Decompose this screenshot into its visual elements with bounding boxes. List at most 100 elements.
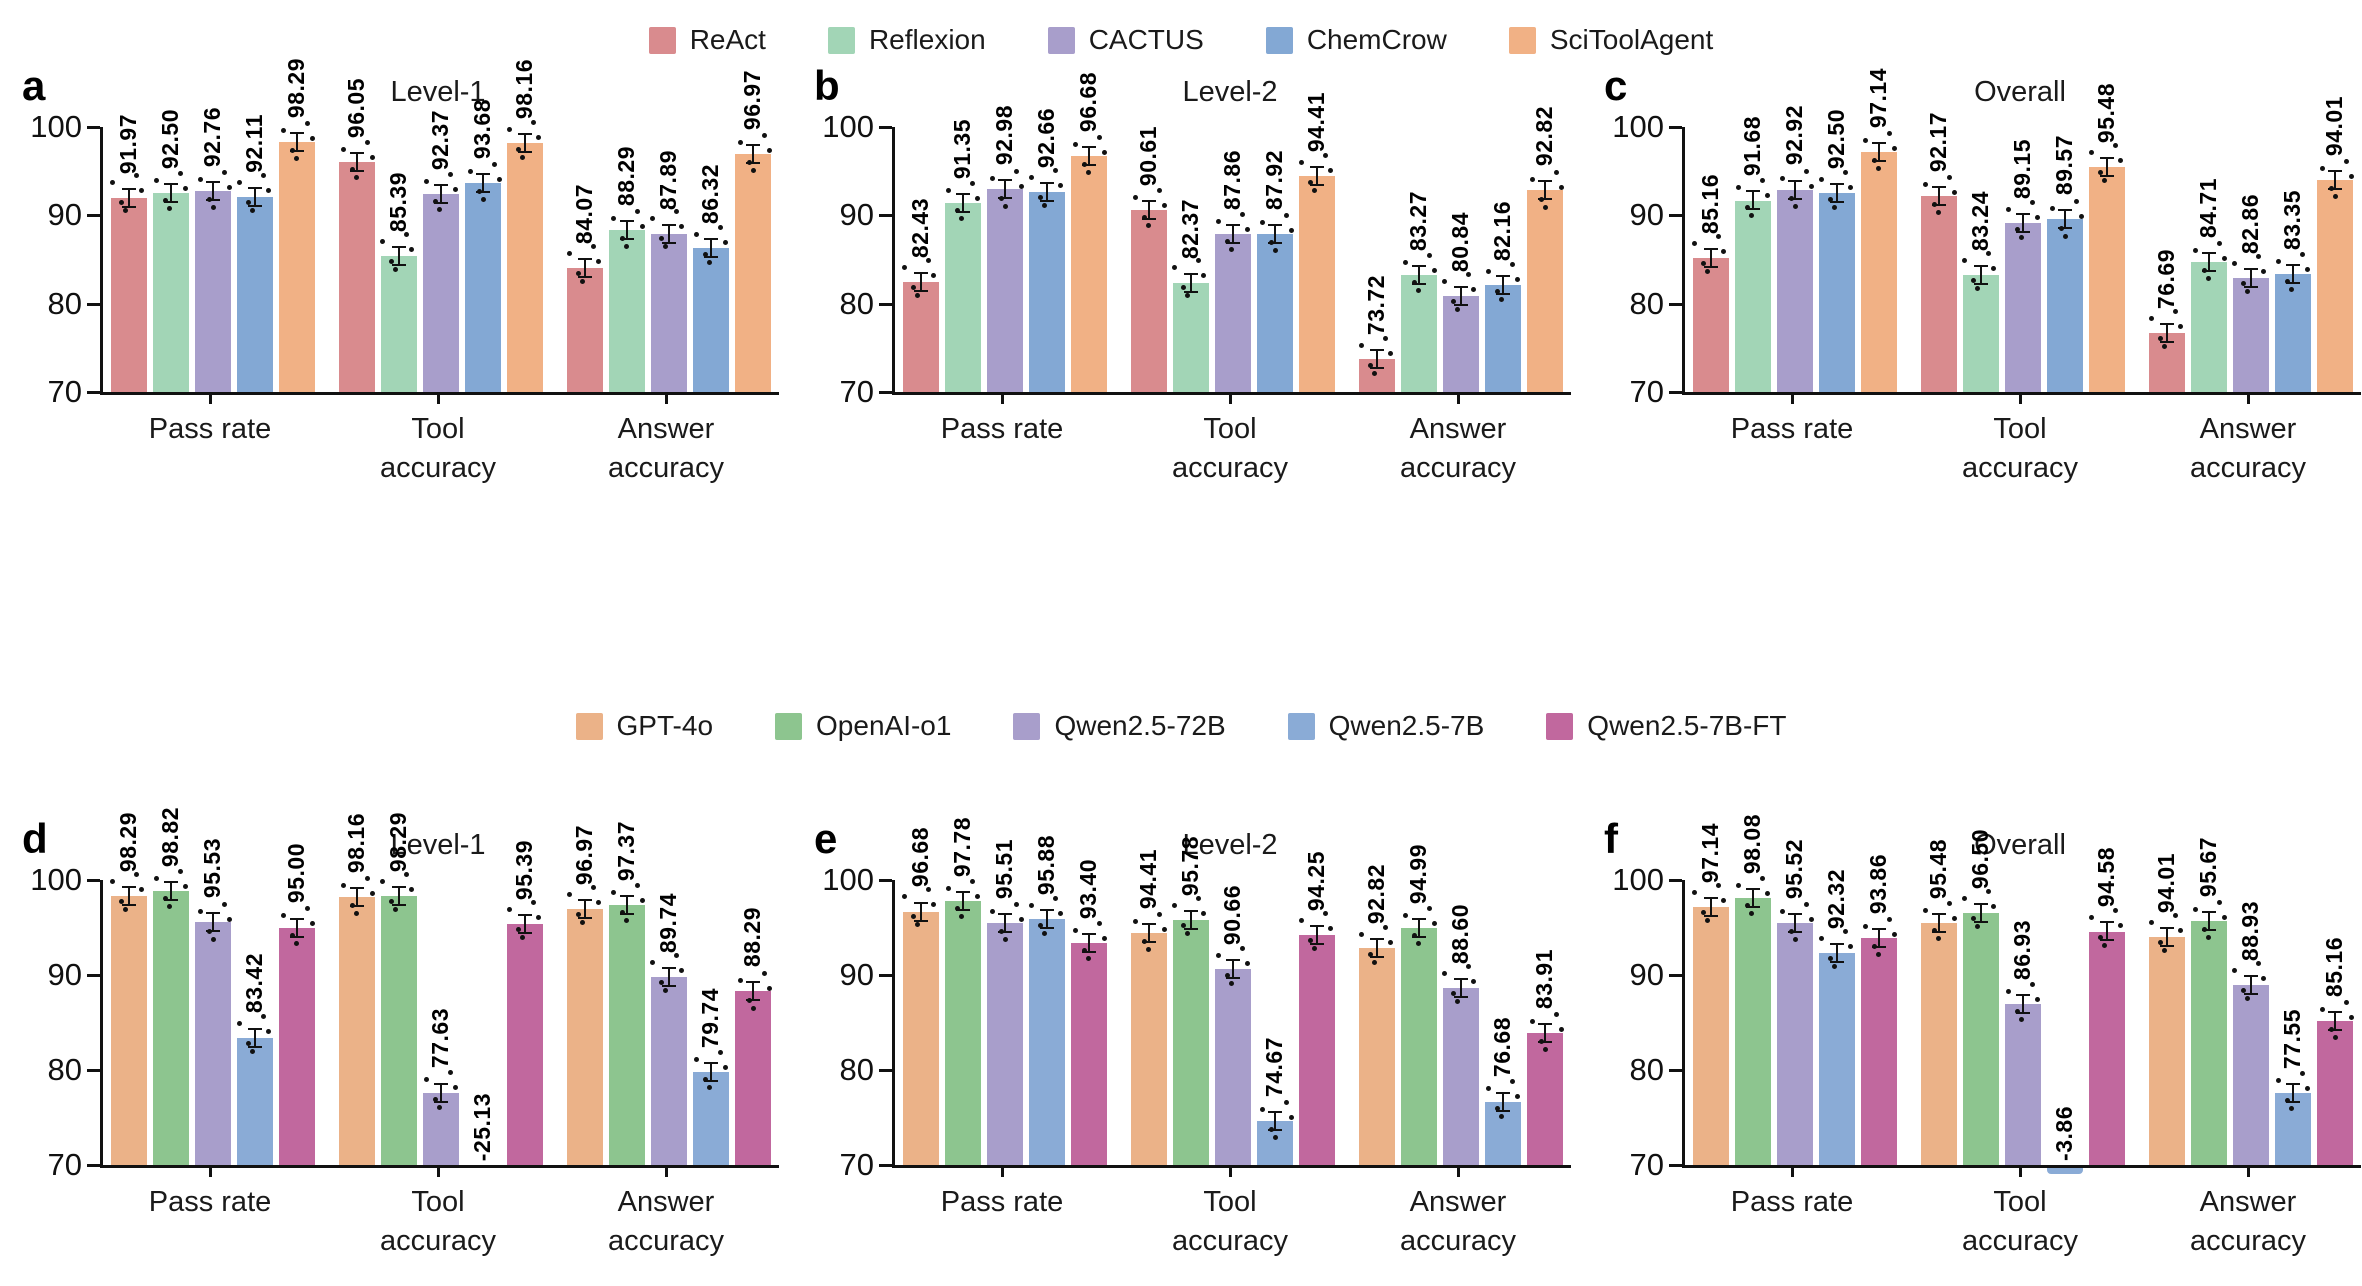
y-axis-tick-label: 80 xyxy=(47,1052,82,1087)
value-label-qwen2-5-72b-answer-accuracy: 88.60 xyxy=(1447,904,1473,965)
bar-qwen2-5-7b-ft-answer-accuracy xyxy=(735,991,771,1165)
scatter-dot xyxy=(1431,268,1437,274)
legend-item-scitoolagent: SciToolAgent xyxy=(1508,24,1713,56)
error-bar-cactus-tool-accuracy xyxy=(2022,213,2024,232)
scatter-dot xyxy=(280,913,286,918)
x-axis-label-line: Answer xyxy=(617,1186,715,1218)
value-label-gpt-4o-pass-rate: 98.29 xyxy=(115,812,141,873)
x-axis-label-line: Answer xyxy=(1409,413,1507,445)
error-bar-cap xyxy=(2016,1012,2030,1015)
x-axis-label-pass-rate: Pass rate xyxy=(862,1183,1142,1222)
panel-letter-e: e xyxy=(814,815,838,862)
value-label-reflexion-tool-accuracy: 85.39 xyxy=(385,172,411,233)
scatter-dot xyxy=(958,215,964,221)
scatter-dot xyxy=(340,147,346,153)
error-bar-reflexion-answer-accuracy xyxy=(2208,253,2210,272)
scatter-dot xyxy=(1259,1107,1265,1113)
error-bar-cap xyxy=(1788,930,1802,933)
error-bar-cap xyxy=(1040,181,1054,184)
scatter-dot xyxy=(1081,948,1087,954)
error-bar-reflexion-answer-accuracy xyxy=(1418,265,1420,284)
scatter-dot xyxy=(432,1097,438,1102)
scatter-dot xyxy=(1358,342,1364,348)
y-axis-tick-label: 80 xyxy=(839,285,874,321)
x-axis-label-pass-rate: Pass rate xyxy=(1652,410,1932,449)
error-bar-cap xyxy=(1370,367,1384,370)
scatter-dot xyxy=(2304,266,2310,272)
y-axis-tick xyxy=(87,879,100,882)
value-label-qwen2-5-7b-answer-accuracy: 79.74 xyxy=(697,988,723,1049)
scatter-dot xyxy=(197,908,203,914)
error-bar-cap xyxy=(1746,906,1760,909)
scatter-dot xyxy=(1411,280,1417,286)
error-bar-cap xyxy=(1370,938,1384,941)
scatter-dot xyxy=(226,185,232,191)
bar-qwen2-5-7b-pass-rate xyxy=(237,1037,273,1165)
scatter-dot xyxy=(1779,909,1785,915)
scatter-dot xyxy=(392,906,398,912)
bar-qwen2-5-72b-tool-accuracy xyxy=(423,1092,459,1165)
x-axis-label-line: Pass rate xyxy=(148,1186,272,1218)
scatter-dot xyxy=(197,177,203,183)
y-axis-tick xyxy=(879,302,892,306)
error-bar-cap xyxy=(1454,286,1468,289)
value-label-react-tool-accuracy: 92.17 xyxy=(1925,112,1951,173)
bar-qwen2-5-7b-pass-rate xyxy=(1029,919,1065,1165)
bar-cactus-pass-rate xyxy=(987,189,1023,392)
value-label-cactus-pass-rate: 92.98 xyxy=(991,104,1017,166)
error-bar-cap xyxy=(1454,996,1468,999)
scatter-dot xyxy=(530,900,536,906)
scatter-dot xyxy=(1085,956,1091,962)
bar-scitoolagent-pass-rate xyxy=(1861,152,1897,392)
scatter-dot xyxy=(1215,218,1221,224)
legend-label-qwen2-5-7b: Qwen2.5-7B xyxy=(1328,710,1485,741)
x-axis-tick-pass-rate xyxy=(1790,394,1794,404)
error-bar-openai-o1-answer-accuracy xyxy=(626,895,628,914)
scatter-dot xyxy=(1156,188,1162,194)
bar-qwen2-5-7b-ft-tool-accuracy xyxy=(1299,934,1335,1165)
scatter-dot xyxy=(673,209,679,215)
error-bar-qwen2-5-7b-pass-rate xyxy=(254,1028,256,1047)
error-bar-cap xyxy=(290,132,304,135)
scatter-dot xyxy=(1132,195,1138,201)
x-axis-label-answer-accuracy: Answer accuracy xyxy=(526,410,806,488)
error-bar-openai-o1-tool-accuracy xyxy=(398,887,400,906)
error-bar-cap xyxy=(2100,156,2114,159)
panel-d: d Level-1 100 90 80 70 98.29 98.16 96.97 98.82 98.… xyxy=(8,807,780,1286)
scatter-dot xyxy=(2231,967,2237,973)
scatter-dot xyxy=(265,188,271,194)
bar-openai-o1-answer-accuracy xyxy=(609,905,645,1165)
error-bar-cap xyxy=(1830,960,1844,963)
value-label-qwen2-5-72b-pass-rate: 95.51 xyxy=(991,838,1017,899)
scatter-dot xyxy=(138,886,144,892)
scatter-dot xyxy=(974,893,980,899)
error-bar-cap xyxy=(1974,921,1988,924)
x-axis-label-tool-accuracy: Tool accuracy xyxy=(1090,410,1370,488)
scatter-dot xyxy=(2205,934,2211,940)
scatter-dot xyxy=(693,232,699,238)
error-bar-cap xyxy=(2160,926,2174,929)
error-bar-cap xyxy=(1932,912,1946,915)
error-bar-cap xyxy=(1370,349,1384,352)
x-axis-label-pass-rate: Pass rate xyxy=(1652,1183,1932,1222)
bar-qwen2-5-7b-ft-tool-accuracy xyxy=(2089,931,2125,1165)
error-bar-chemcrow-tool-accuracy xyxy=(2064,210,2066,229)
scatter-dot xyxy=(1228,246,1234,252)
scatter-dot xyxy=(590,885,596,891)
scatter-dot xyxy=(280,127,286,133)
error-bar-qwen2-5-7b-ft-answer-accuracy xyxy=(752,982,754,1001)
error-bar-cap xyxy=(434,1082,448,1085)
panel-letter-a: a xyxy=(22,62,46,109)
bar-chemcrow-tool-accuracy xyxy=(2047,219,2083,392)
bar-qwen2-5-7b-ft-answer-accuracy xyxy=(1527,1032,1563,1165)
scatter-dot xyxy=(1509,1079,1515,1085)
error-bar-cap xyxy=(434,184,448,187)
error-bar-qwen2-5-7b-ft-pass-rate xyxy=(1088,933,1090,952)
error-bar-cap xyxy=(2160,340,2174,343)
error-bar-cactus-pass-rate xyxy=(1794,180,1796,199)
x-axis-label-line: Tool xyxy=(1203,1186,1257,1218)
bar-qwen2-5-7b-answer-accuracy xyxy=(1485,1101,1521,1165)
value-label-reflexion-tool-accuracy: 83.24 xyxy=(1967,190,1993,252)
scatter-dot xyxy=(1831,204,1837,210)
scatter-dot xyxy=(930,902,936,908)
